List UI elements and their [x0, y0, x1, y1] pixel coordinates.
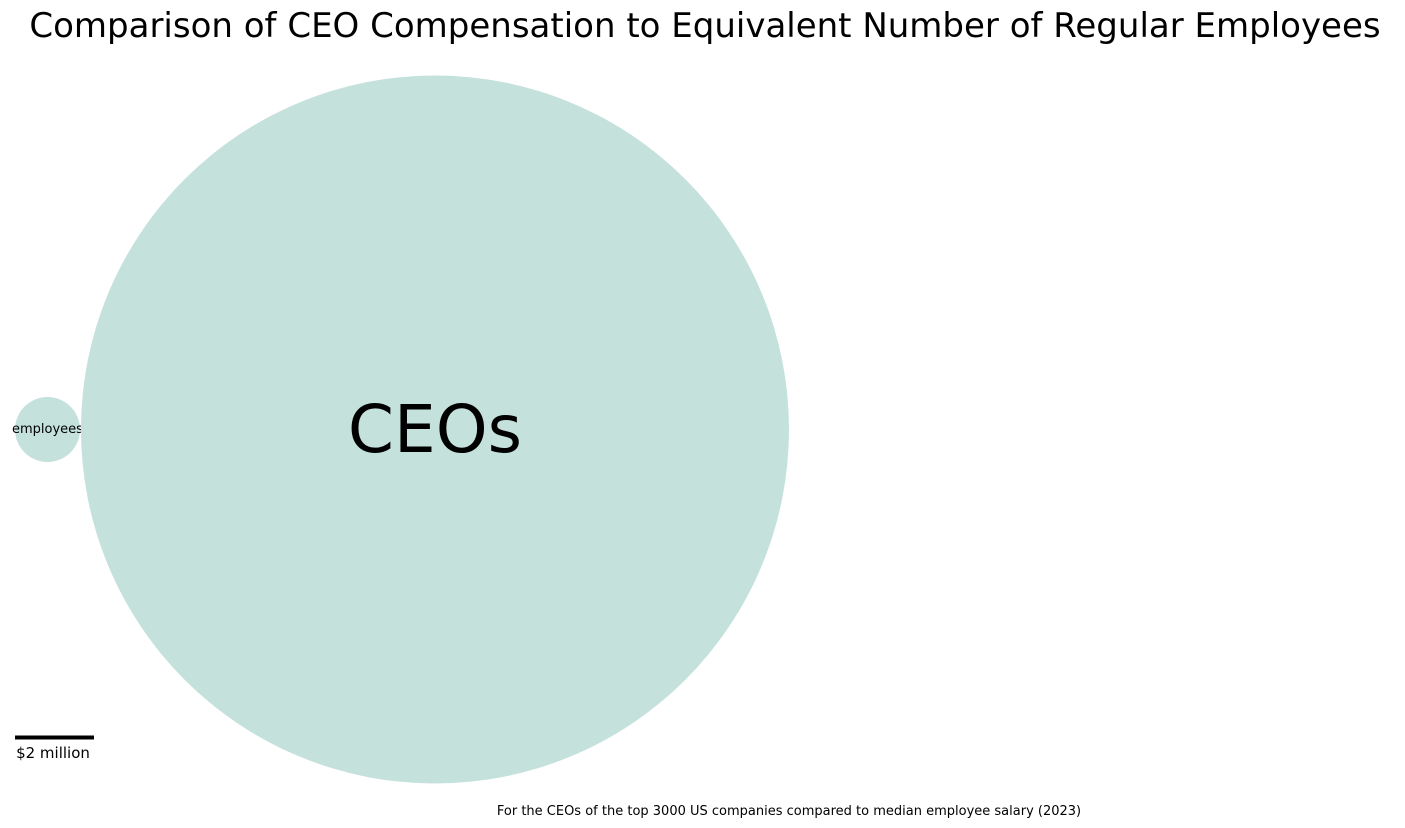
chart-title: Comparison of CEO Compensation to Equiva… [29, 6, 1380, 46]
bubble-employees [15, 397, 80, 462]
bubble-ceos [80, 75, 789, 784]
bubble-label-ceos: CEOs [348, 391, 522, 468]
chart-caption: For the CEOs of the top 3000 US companie… [497, 804, 1081, 819]
bubble-label-employees: employees [12, 422, 83, 437]
scale-bar-label: $2 million [16, 744, 90, 762]
scale-bar: $2 million [15, 735, 94, 762]
bubble-group: employees CEOs [12, 75, 789, 784]
